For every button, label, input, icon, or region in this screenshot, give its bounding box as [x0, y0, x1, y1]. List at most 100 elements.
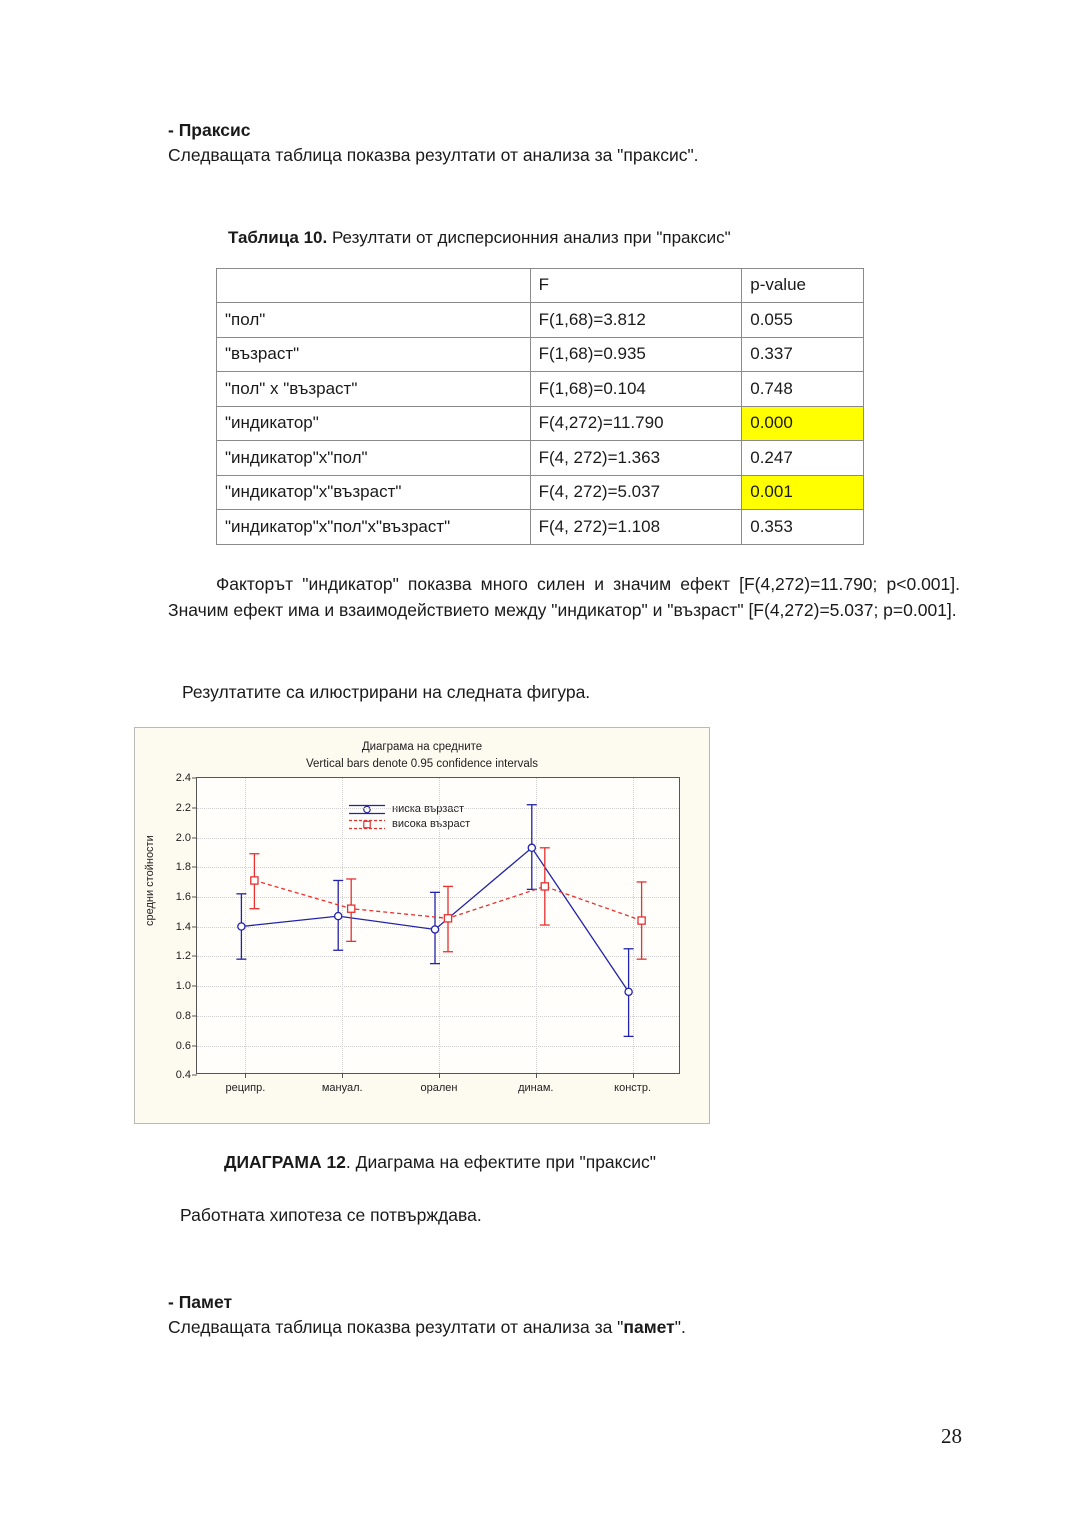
chart-data-point — [637, 916, 646, 926]
table-cell-factor: "възраст" — [216, 336, 531, 373]
chart-y-tick-label: 2.4 — [175, 772, 191, 785]
chart-y-tick-label: 1.8 — [175, 861, 191, 874]
chart-y-tick-label: 1.4 — [175, 920, 191, 933]
chart-y-tick-mark — [192, 1015, 197, 1017]
chart-data-point — [333, 912, 343, 921]
section-memory: - Памет Следващата таблица показва резул… — [168, 1290, 960, 1340]
chart-gridline-horizontal — [197, 837, 679, 839]
chart-data-point — [250, 876, 259, 885]
chart-series-low-age — [236, 804, 634, 1038]
chart-x-tick-label: констр. — [614, 1082, 652, 1095]
chart-x-tick-label: динам. — [518, 1082, 554, 1095]
table-cell-pvalue: 0.000 — [741, 405, 864, 442]
table-cell-f: F(1,68)=0.935 — [529, 336, 743, 373]
chart-x-tick-label: мануал. — [321, 1082, 363, 1095]
section-heading-memory: - Памет — [168, 1292, 233, 1313]
chart-y-tick-mark — [192, 837, 197, 839]
table-caption-text: Резултати от дисперсионния анализ при "п… — [327, 227, 731, 247]
chart-gridline-horizontal — [197, 867, 679, 869]
table-cell-factor: "индикатор"х"възраст" — [216, 474, 531, 511]
chart-y-tick-mark — [192, 926, 197, 928]
chart-data-point — [346, 904, 356, 914]
table-cell-f: F(4, 272)=5.037 — [529, 474, 743, 511]
table-row: "пол" F(1,68)=3.812 0.055 — [216, 302, 864, 338]
chart-data-point — [443, 914, 453, 923]
chart-data-point — [540, 882, 550, 891]
figure-caption-label: ДИАГРАМА 12 — [224, 1152, 346, 1173]
chart-series-layer — [236, 804, 647, 1038]
page-number: 28 — [941, 1424, 962, 1448]
chart-y-tick-label: 1.6 — [175, 891, 191, 904]
legend-key-square-icon — [349, 817, 385, 832]
chart-title-block: Диаграма на средните Vertical bars denot… — [135, 739, 709, 772]
chart-x-tick-mark — [245, 1073, 247, 1079]
table-cell-f: F(4,272)=11.790 — [529, 405, 743, 442]
chart-y-tick-label: 0.8 — [175, 1009, 191, 1022]
table-row: "възраст" F(1,68)=0.935 0.337 — [216, 336, 864, 373]
memory-intro-bold: памет — [623, 1317, 675, 1338]
chart-x-tick-label: реципр. — [225, 1082, 266, 1095]
chart-y-tick-label: 0.4 — [175, 1069, 191, 1082]
chart-x-tick-label: орален — [420, 1082, 458, 1095]
effects-chart-figure: Диаграма на средните Vertical bars denot… — [134, 727, 710, 1125]
chart-y-tick-label: 1.0 — [175, 980, 191, 993]
chart-gridline-vertical — [342, 778, 344, 1074]
chart-x-tick-mark — [632, 1073, 634, 1079]
chart-title: Диаграма на средните — [361, 741, 483, 754]
section-praxis: - Праксис Следващата таблица показва рез… — [168, 118, 960, 168]
table-cell-f: F(4, 272)=1.363 — [529, 440, 743, 476]
chart-gridline-vertical — [535, 778, 537, 1074]
figure-caption: ДИАГРАМА 12. Диаграма на ефектите при "п… — [224, 1152, 960, 1173]
table-header-cell: p-value — [741, 267, 864, 304]
table-cell-factor: "индикатор"х"пол"х"възраст" — [216, 509, 531, 545]
table-row: "индикатор"х"възраст" F(4, 272)=5.037 0.00… — [216, 474, 864, 511]
chart-y-tick-label: 2.0 — [175, 831, 191, 844]
chart-gridline-horizontal — [197, 807, 679, 809]
table-cell-pvalue: 0.247 — [741, 440, 864, 476]
chart-gridline-horizontal — [197, 1015, 679, 1017]
chart-plot-area: ниска вързаст висока възраст 2.4 2.2 2.0 1.… — [176, 772, 680, 1094]
chart-data-point — [624, 987, 633, 997]
section-intro-memory: Следващата таблица показва резултати от … — [168, 1315, 960, 1340]
chart-x-tick-mark — [342, 1073, 344, 1079]
chart-gridline-horizontal — [197, 1045, 679, 1047]
chart-series-high-age — [249, 847, 647, 961]
table-caption: Таблица 10. Резултати от дисперсионния а… — [228, 228, 960, 248]
chart-y-tick-label: 2.2 — [175, 801, 191, 814]
chart-gridline-horizontal — [197, 956, 679, 958]
chart-y-tick-mark — [192, 866, 197, 868]
chart-x-tick-mark — [439, 1073, 440, 1079]
chart-y-tick-mark — [192, 1074, 197, 1076]
chart-y-tick-mark — [192, 985, 197, 987]
chart-y-tick-label: 0.6 — [175, 1039, 191, 1052]
table-row: "индикатор"х"пол"х"възраст" F(4, 272)=1.1… — [216, 509, 864, 545]
table-cell-f: F(1,68)=3.812 — [529, 302, 743, 338]
table-row: "пол" х "възраст" F(1,68)=0.104 0.748 — [216, 371, 864, 407]
table-cell-pvalue: 0.001 — [741, 474, 864, 511]
table-row: "индикатор" F(4,272)=11.790 0.000 — [216, 405, 864, 442]
table-cell-factor: "индикатор"х"пол" — [216, 440, 531, 476]
chart-gridline-horizontal — [197, 986, 679, 988]
table-cell-pvalue: 0.055 — [741, 302, 864, 338]
chart-subtitle: Vertical bars denote 0.95 confidence int… — [305, 757, 539, 770]
table-cell-pvalue: 0.353 — [741, 509, 864, 545]
chart-y-tick-mark — [192, 1045, 197, 1047]
table-cell-f: F(1,68)=0.104 — [529, 371, 743, 407]
legend-item-high-age: висока възраст — [349, 817, 470, 832]
table-caption-label: Таблица 10. — [228, 227, 328, 247]
chart-y-tick-label: 1.2 — [175, 950, 191, 963]
chart-data-point — [237, 922, 246, 931]
chart-y-tick-mark — [192, 777, 197, 779]
chart-y-tick-mark — [192, 896, 197, 898]
chart-data-point — [430, 925, 440, 934]
table-cell-factor: "индикатор" — [216, 405, 531, 442]
chart-x-tick-mark — [535, 1073, 537, 1079]
table-row: "индикатор"х"пол" F(4, 272)=1.363 0.247 — [216, 440, 864, 476]
chart-y-tick-mark — [192, 955, 197, 957]
chart-y-tick-mark — [192, 807, 197, 809]
chart-gridline-horizontal — [197, 897, 679, 899]
chart-gridline-vertical — [632, 778, 634, 1074]
